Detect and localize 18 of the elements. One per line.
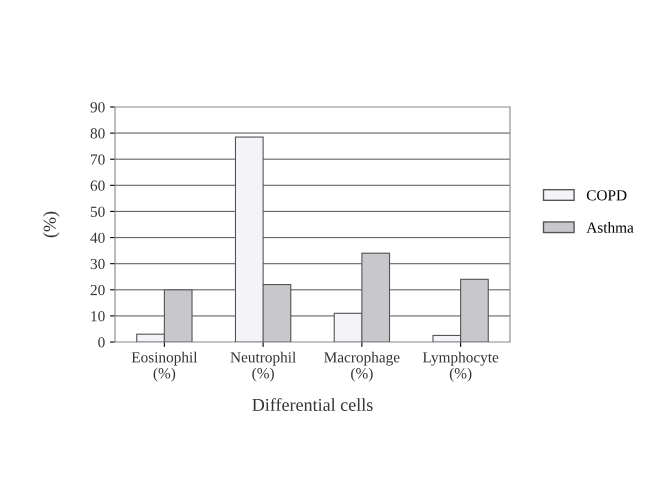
y-tick-label: 10 [91, 311, 105, 322]
x-tick-label: Lymphocyte (%) [422, 352, 498, 382]
y-tick-label: 70 [91, 154, 105, 165]
y-tick-label: 60 [90, 180, 105, 191]
y-axis-title: (%) [43, 212, 60, 238]
x-axis-title: Differential cells [252, 398, 373, 411]
legend-label: Asthma [586, 222, 634, 233]
y-tick-label: 80 [90, 128, 105, 139]
y-tick-label: 20 [90, 284, 105, 296]
x-tick-label: Eosinophil (%) [132, 352, 198, 382]
legend-label: COPD [586, 190, 626, 200]
y-tick-label: 50 [90, 206, 105, 217]
x-tick-label: Neutrophil (%) [230, 352, 296, 382]
y-tick-label: 90 [90, 102, 105, 112]
x-tick-label: Macrophage (%) [324, 352, 400, 382]
y-tick-label: 40 [90, 232, 105, 244]
y-tick-label: 0 [98, 337, 105, 348]
y-tick-label: 30 [90, 258, 105, 270]
